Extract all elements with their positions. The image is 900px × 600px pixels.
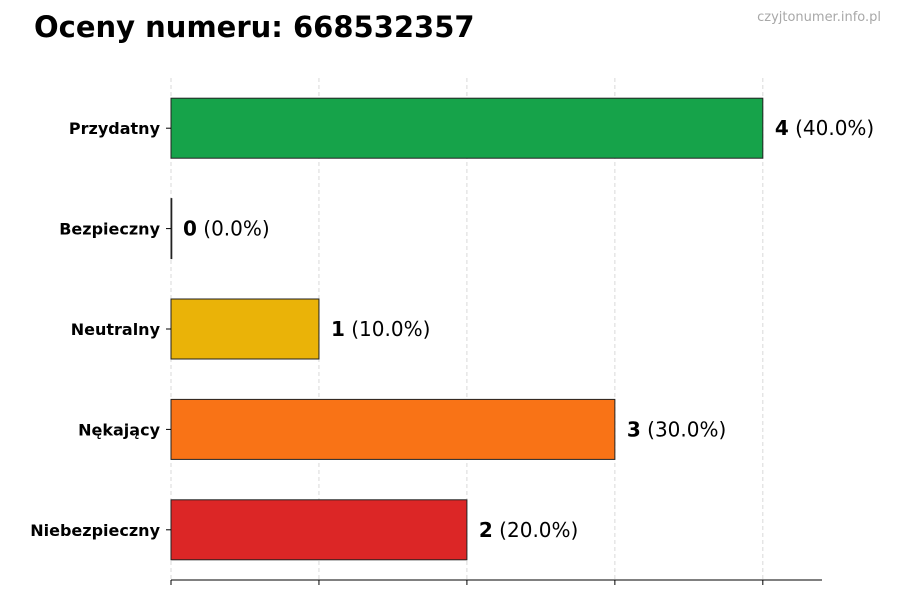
category-label: Bezpieczny: [59, 220, 160, 239]
bar: [170, 398, 616, 460]
watermark: czyjtonumer.info.pl: [757, 10, 881, 25]
bar: [170, 97, 764, 159]
category-label: Przydatny: [69, 119, 161, 138]
value-label: 3 (30.0%): [627, 417, 726, 441]
value-percent: (10.0%): [345, 317, 431, 341]
value-count: 4: [775, 116, 789, 140]
value-percent: (40.0%): [789, 116, 875, 140]
bar: [170, 298, 320, 360]
value-label: 4 (40.0%): [775, 116, 874, 140]
x-axis: [166, 127, 822, 585]
category-label: Niebezpieczny: [30, 521, 160, 540]
bar: [170, 499, 468, 561]
value-label: 0 (0.0%): [183, 217, 270, 241]
value-label: 2 (20.0%): [479, 518, 578, 542]
value-count: 0: [183, 217, 197, 241]
value-label: 1 (10.0%): [331, 317, 430, 341]
value-percent: (20.0%): [493, 518, 578, 542]
category-label: Nękający: [78, 420, 160, 439]
value-percent: (30.0%): [641, 417, 727, 441]
chart-title: Oceny numeru: 668532357: [34, 10, 475, 44]
value-count: 1: [331, 317, 345, 341]
labels: Przydatny 4 (40.0%) Bezpieczny 0 (0.0%) Neut…: [30, 116, 874, 542]
category-label: Neutralny: [71, 320, 161, 339]
bars: [170, 97, 764, 561]
bar: [170, 198, 173, 260]
value-count: 2: [479, 518, 493, 542]
value-percent: (0.0%): [197, 217, 270, 241]
value-count: 3: [627, 417, 641, 441]
